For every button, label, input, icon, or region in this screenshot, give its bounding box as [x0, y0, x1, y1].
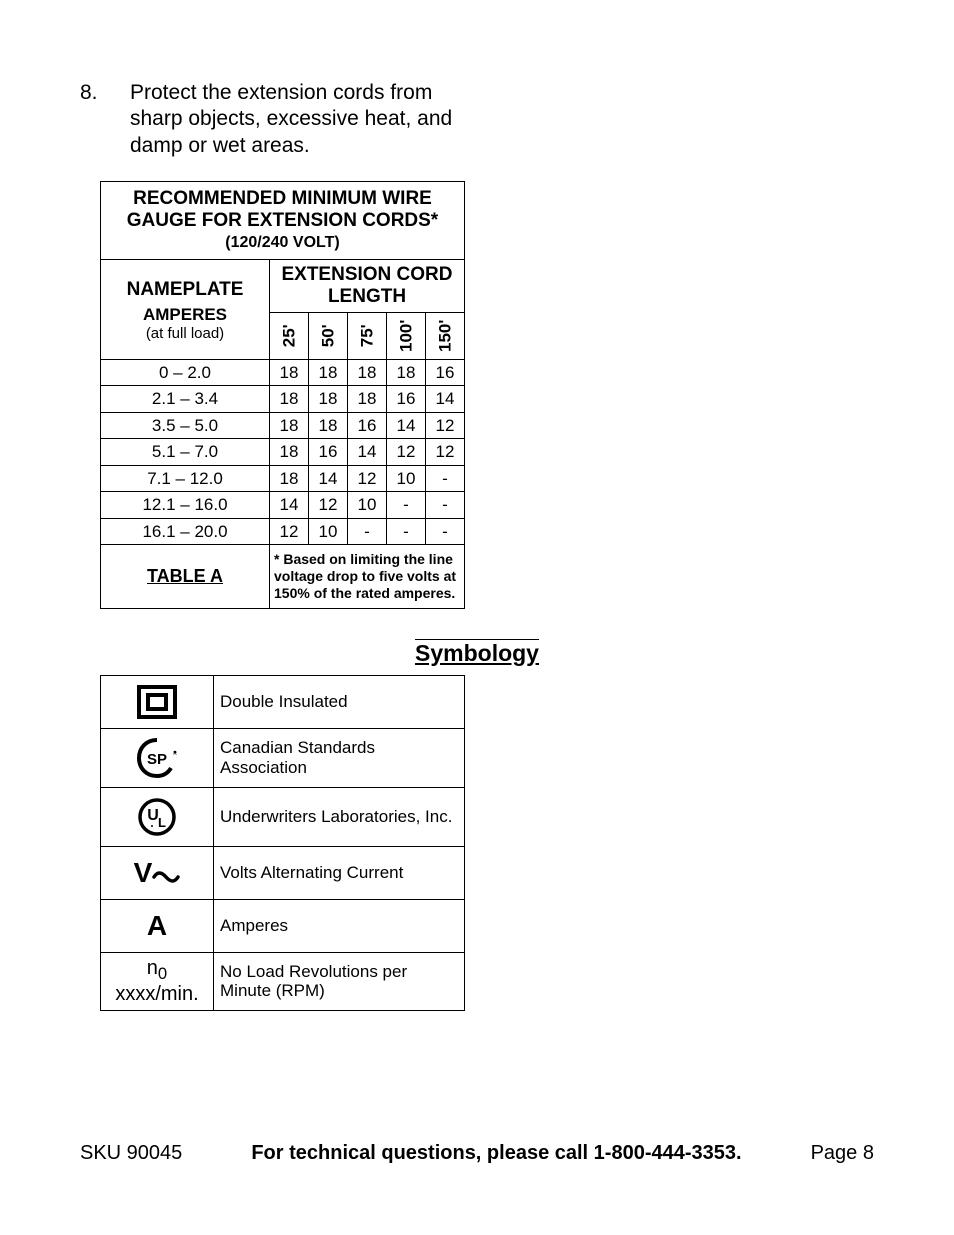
extension-cord-length-header: EXTENSION CORD LENGTH: [270, 259, 465, 312]
wire-gauge-table: RECOMMENDED MINIMUM WIRE GAUGE FOR EXTEN…: [100, 181, 465, 609]
length-50: 50': [309, 312, 348, 359]
length-25: 25': [270, 312, 309, 359]
sym-label-ul: Underwriters Laboratories, Inc.: [214, 787, 465, 846]
length-150: 150': [426, 312, 465, 359]
gauge-value: -: [426, 465, 465, 492]
amp-range: 7.1 – 12.0: [101, 465, 270, 492]
sym-label-csa: Canadian Standards Association: [214, 728, 465, 787]
gauge-value: 10: [309, 518, 348, 545]
table-a-label: TABLE A: [101, 545, 270, 608]
page-footer: SKU 90045 For technical questions, pleas…: [80, 1142, 874, 1165]
double-insulated-icon: [101, 675, 214, 728]
gauge-value: 16: [309, 439, 348, 466]
csa-icon: SP R: [101, 728, 214, 787]
sym-row-double-insulated: Double Insulated: [101, 675, 465, 728]
wire-table-title: RECOMMENDED MINIMUM WIRE GAUGE FOR EXTEN…: [101, 181, 465, 259]
gauge-value: 16: [387, 386, 426, 413]
gauge-value: 12: [309, 492, 348, 519]
amp-range: 3.5 – 5.0: [101, 412, 270, 439]
rpm-icon: n0 xxxx/min.: [101, 952, 214, 1010]
gauge-value: -: [387, 492, 426, 519]
amp-range: 0 – 2.0: [101, 359, 270, 386]
sym-row-csa: SP R Canadian Standards Association: [101, 728, 465, 787]
svg-text:R: R: [173, 751, 177, 757]
wire-row-0: 0 – 2.01818181816: [101, 359, 465, 386]
nameplate-header: NAMEPLATE AMPERES (at full load): [101, 259, 270, 359]
sym-label-rpm: No Load Revolutions per Minute (RPM): [214, 952, 465, 1010]
gauge-value: 18: [270, 465, 309, 492]
symbology-table: Double Insulated SP R Canadian Standards…: [100, 675, 465, 1011]
sym-row-amperes: A Amperes: [101, 899, 465, 952]
amp-range: 12.1 – 16.0: [101, 492, 270, 519]
length-100: 100': [387, 312, 426, 359]
gauge-value: 16: [348, 412, 387, 439]
sym-row-vac: V Volts Alternating Current: [101, 846, 465, 899]
vac-icon: V: [101, 846, 214, 899]
gauge-value: 14: [387, 412, 426, 439]
amp-range: 2.1 – 3.4: [101, 386, 270, 413]
svg-text:SP: SP: [147, 751, 167, 768]
gauge-value: 18: [387, 359, 426, 386]
gauge-value: 18: [348, 386, 387, 413]
gauge-value: -: [426, 518, 465, 545]
sym-label-vac: Volts Alternating Current: [214, 846, 465, 899]
sym-row-rpm: n0 xxxx/min. No Load Revolutions per Min…: [101, 952, 465, 1010]
wire-table-title-sub: (120/240 VOLT): [225, 234, 339, 251]
amp-range: 16.1 – 20.0: [101, 518, 270, 545]
sym-row-ul: U L Underwriters Laboratories, Inc.: [101, 787, 465, 846]
footer-page-number: Page 8: [811, 1142, 874, 1165]
gauge-value: 12: [426, 439, 465, 466]
gauge-value: 18: [270, 386, 309, 413]
sym-label-amperes: Amperes: [214, 899, 465, 952]
length-75: 75': [348, 312, 387, 359]
wire-row-1: 2.1 – 3.41818181614: [101, 386, 465, 413]
gauge-value: 18: [270, 359, 309, 386]
gauge-value: 12: [387, 439, 426, 466]
gauge-value: 18: [309, 386, 348, 413]
footer-sku: SKU 90045: [80, 1142, 182, 1165]
gauge-value: 14: [309, 465, 348, 492]
fullload-label: (at full load): [105, 325, 265, 342]
table-a-footnote: * Based on limiting the line voltage dro…: [270, 545, 465, 608]
gauge-value: -: [348, 518, 387, 545]
gauge-value: 10: [348, 492, 387, 519]
gauge-value: 10: [387, 465, 426, 492]
gauge-value: 12: [270, 518, 309, 545]
amp-range: 5.1 – 7.0: [101, 439, 270, 466]
footer-tech-support: For technical questions, please call 1-8…: [251, 1142, 741, 1165]
gauge-value: -: [387, 518, 426, 545]
gauge-value: 18: [270, 439, 309, 466]
wire-table-title-main: RECOMMENDED MINIMUM WIRE GAUGE FOR EXTEN…: [127, 188, 438, 231]
wire-row-2: 3.5 – 5.01818161412: [101, 412, 465, 439]
gauge-value: 16: [426, 359, 465, 386]
symbology-heading-wrap: Symbology: [80, 609, 874, 675]
page: 8. Protect the extension cords from shar…: [0, 0, 954, 1235]
ul-icon: U L: [101, 787, 214, 846]
gauge-value: 18: [309, 412, 348, 439]
gauge-value: 18: [270, 412, 309, 439]
amperes-icon: A: [101, 899, 214, 952]
sym-label-double-insulated: Double Insulated: [214, 675, 465, 728]
nameplate-label: NAMEPLATE: [127, 279, 244, 300]
gauge-value: 12: [348, 465, 387, 492]
symbology-heading: Symbology: [415, 639, 539, 667]
instruction-number: 8.: [80, 80, 130, 159]
instruction-text: Protect the extension cords from sharp o…: [130, 80, 460, 159]
instruction-8: 8. Protect the extension cords from shar…: [80, 80, 874, 159]
wire-row-6: 16.1 – 20.01210---: [101, 518, 465, 545]
gauge-value: 12: [426, 412, 465, 439]
gauge-value: 14: [348, 439, 387, 466]
svg-text:L: L: [158, 815, 166, 830]
wire-row-4: 7.1 – 12.018141210-: [101, 465, 465, 492]
gauge-value: 18: [348, 359, 387, 386]
wire-row-3: 5.1 – 7.01816141212: [101, 439, 465, 466]
amperes-label: AMPERES: [105, 305, 265, 325]
gauge-value: 18: [309, 359, 348, 386]
wire-row-5: 12.1 – 16.0141210--: [101, 492, 465, 519]
gauge-value: 14: [426, 386, 465, 413]
gauge-value: 14: [270, 492, 309, 519]
gauge-value: -: [426, 492, 465, 519]
